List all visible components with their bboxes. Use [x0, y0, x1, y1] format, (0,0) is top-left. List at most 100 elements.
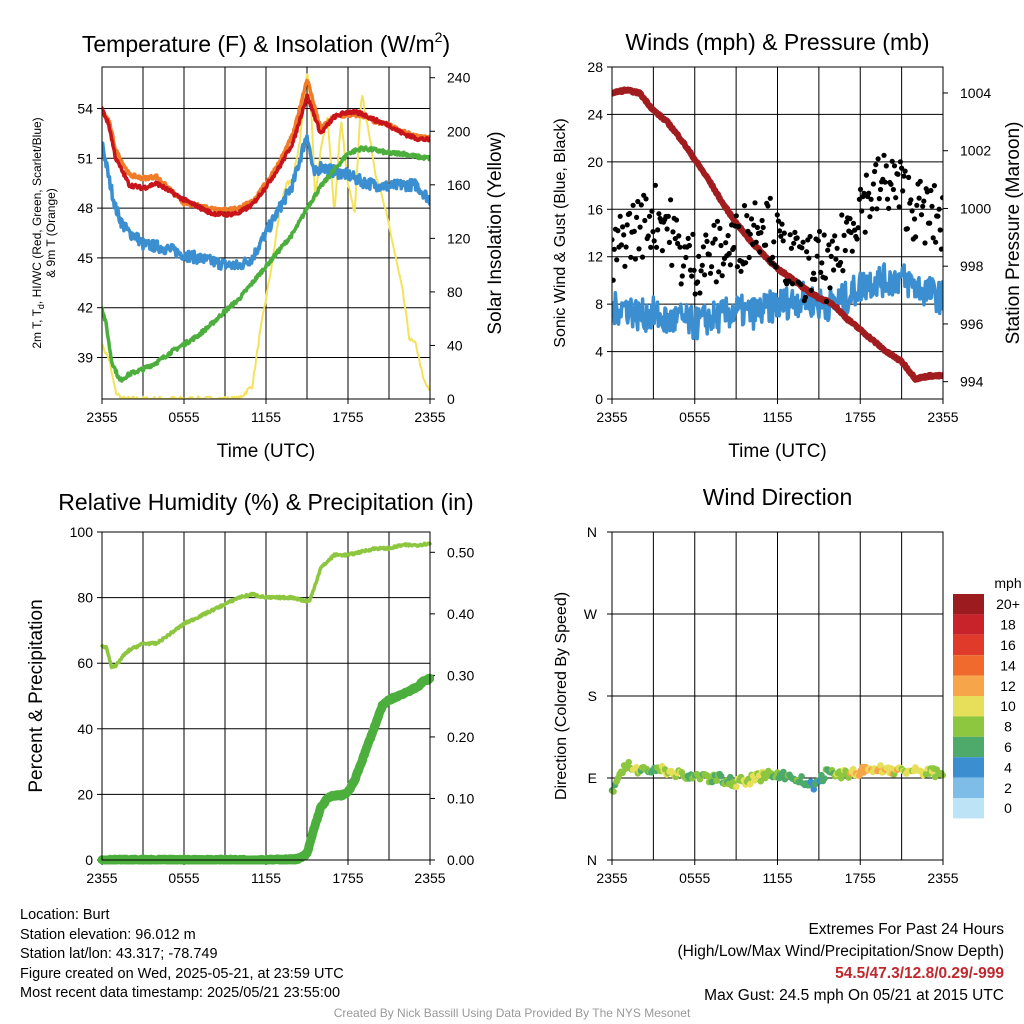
chart-title: Wind Direction	[703, 484, 853, 510]
gust-point	[891, 163, 898, 169]
gust-point	[623, 244, 629, 250]
x-tick-label: 1155	[762, 409, 792, 425]
gust-point	[718, 242, 724, 249]
gust-point	[833, 256, 839, 262]
gust-point	[855, 225, 861, 231]
gust-point	[933, 239, 939, 245]
gust-point	[744, 213, 750, 219]
gust-point	[615, 228, 621, 234]
gust-point	[861, 190, 867, 196]
gust-point	[791, 240, 797, 246]
colorbar-swatch	[953, 757, 984, 778]
gust-point	[651, 238, 657, 244]
gust-point	[889, 158, 895, 164]
credit-line: Created By Nick Bassill Using Data Provi…	[333, 1006, 691, 1020]
title-superscript: 2	[435, 29, 443, 45]
gust-point	[746, 254, 752, 261]
x-tick-label: 0555	[679, 870, 710, 886]
colorbar-label: 4	[1004, 759, 1012, 775]
gust-point	[778, 233, 784, 239]
gust-point	[775, 218, 782, 224]
gust-point	[808, 287, 814, 293]
y-tick-label: 51	[77, 150, 93, 166]
gust-point	[818, 269, 824, 275]
y2-tick-label: 0.30	[447, 667, 474, 683]
gust-point	[882, 179, 888, 185]
x-axis-label: Time (UTC)	[217, 441, 316, 462]
gust-point	[630, 202, 636, 208]
gust-point	[819, 260, 825, 266]
gust-point	[773, 264, 779, 270]
gust-point	[895, 171, 901, 177]
gust-point	[713, 279, 719, 285]
gust-point	[743, 260, 749, 266]
gust-point	[642, 217, 648, 224]
colorbar-swatch	[953, 696, 984, 717]
speed-colorbar: mph 20+ 18 16 14 12 10 8 6 4 2 0	[953, 575, 1022, 819]
y2-tick-label: 0	[447, 391, 455, 407]
colorbar-swatch	[953, 675, 984, 696]
gust-point	[774, 212, 780, 218]
gust-point	[707, 270, 714, 276]
gust-point	[646, 213, 653, 219]
gust-point	[620, 224, 626, 230]
gust-point	[832, 233, 838, 239]
humidity-panel: 2355 0555 1155 1755 2355 Relative Humidity (%…	[26, 489, 474, 886]
gust-point	[632, 256, 639, 262]
gust-point	[686, 242, 693, 249]
gust-point	[779, 221, 785, 227]
gust-point	[710, 240, 716, 246]
x-tick-label: 1755	[845, 409, 876, 425]
y2-tick-label: 0.40	[447, 606, 474, 622]
gust-point	[829, 238, 836, 244]
y2-axis-label: Solar Insolation (Yellow)	[485, 131, 506, 334]
gust-point	[849, 248, 855, 254]
y-tick-label: 60	[77, 655, 93, 671]
gust-point	[789, 281, 796, 287]
gust-point	[643, 196, 649, 202]
gust-point	[689, 273, 695, 279]
direction-point	[717, 772, 725, 780]
gust-point	[680, 263, 687, 269]
x-tick-label: 2355	[86, 409, 117, 425]
x-tick-label: 1755	[845, 870, 876, 886]
gust-point	[652, 182, 659, 188]
gust-point	[669, 262, 675, 268]
gust-point	[677, 244, 683, 250]
gust-point	[826, 242, 832, 248]
y-tick-label: E	[588, 770, 597, 786]
y2-tick-label: 0.00	[447, 852, 474, 868]
gust-point	[716, 269, 722, 275]
y2-tick-label: 998	[960, 258, 984, 274]
colorbar-label: 16	[1000, 637, 1016, 653]
title-close-paren: )	[442, 31, 450, 57]
y-tick-label: 28	[587, 59, 603, 75]
gust-point	[918, 212, 925, 218]
gust-point	[720, 261, 727, 267]
winds-panel: 2355 0555 1155 1755 2355 Winds (mph) & Pressu…	[552, 29, 1024, 462]
series-relative-humidity	[100, 541, 432, 670]
colorbar-swatch	[953, 614, 984, 635]
x-tick-label: 1755	[332, 870, 363, 886]
gust-point	[703, 232, 709, 238]
gust-point	[635, 198, 641, 205]
gust-point	[712, 236, 718, 242]
gust-point	[738, 268, 744, 274]
wind-series	[612, 86, 943, 383]
colorbar-title: mph	[994, 575, 1021, 591]
gust-point	[741, 203, 748, 209]
gust-point	[888, 181, 894, 187]
direction-point	[727, 773, 734, 781]
gust-point	[696, 253, 702, 259]
gust-point	[733, 213, 739, 219]
y-tick-label: 16	[587, 201, 603, 217]
gust-point	[831, 267, 837, 273]
gust-point	[872, 168, 878, 175]
gust-point	[731, 244, 737, 251]
y-tick-label: 40	[77, 721, 93, 737]
gust-point	[780, 238, 786, 244]
gust-point	[752, 200, 758, 206]
gust-point	[822, 275, 829, 281]
gust-point	[927, 220, 933, 226]
direction-point	[810, 786, 818, 793]
